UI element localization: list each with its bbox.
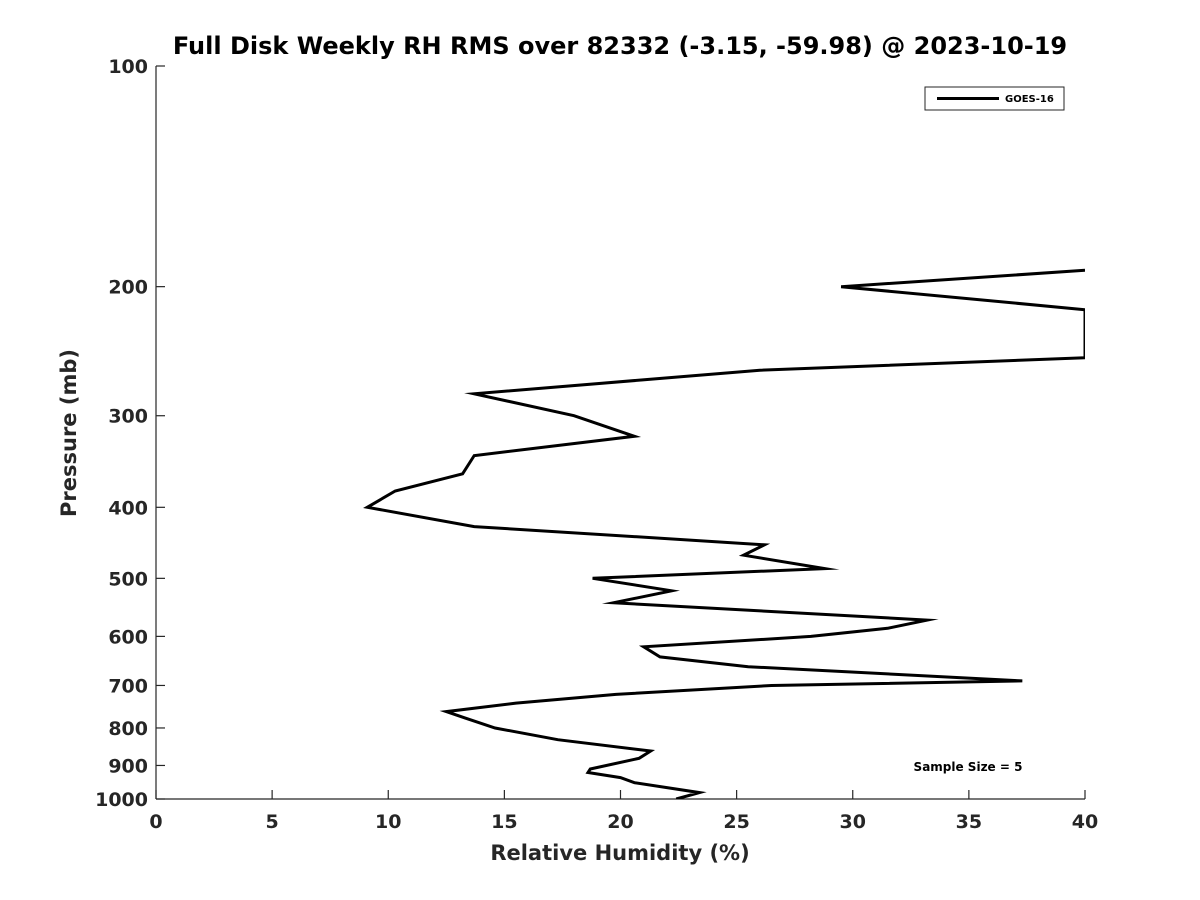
y-tick-label: 300 xyxy=(108,406,148,428)
y-tick-label: 700 xyxy=(108,675,148,697)
x-ticks: 0 5 10 15 20 25 30 35 40 xyxy=(149,790,1098,833)
x-axis-label: Relative Humidity (%) xyxy=(490,841,749,865)
y-tick-label: 600 xyxy=(108,626,148,648)
x-tick-label: 5 xyxy=(266,811,279,833)
y-tick-label: 500 xyxy=(108,568,148,590)
x-tick-label: 0 xyxy=(149,811,162,833)
series-line xyxy=(363,268,1085,799)
y-tick-label: 800 xyxy=(108,718,148,740)
y-tick-label: 100 xyxy=(108,56,148,78)
chart-title: Full Disk Weekly RH RMS over 82332 (-3.1… xyxy=(173,32,1067,60)
sample-size-annotation: Sample Size = 5 xyxy=(914,760,1023,774)
x-tick-label: 15 xyxy=(491,811,517,833)
y-ticks: 100 200 300 400 500 600 700 800 900 1000 xyxy=(95,56,165,811)
legend-entry-label: GOES-16 xyxy=(1005,94,1054,105)
y-tick-label: 200 xyxy=(108,277,148,299)
legend: GOES-16 xyxy=(924,86,1065,111)
x-tick-label: 20 xyxy=(607,811,633,833)
y-axis-label: Pressure (mb) xyxy=(57,349,81,517)
x-tick-label: 10 xyxy=(375,811,401,833)
x-tick-label: 35 xyxy=(956,811,982,833)
y-tick-label: 900 xyxy=(108,755,148,777)
x-tick-label: 25 xyxy=(723,811,749,833)
y-tick-label: 400 xyxy=(108,497,148,519)
x-tick-label: 40 xyxy=(1072,811,1098,833)
series-layer xyxy=(363,268,1085,799)
y-tick-label: 1000 xyxy=(95,789,148,811)
x-tick-label: 30 xyxy=(840,811,866,833)
